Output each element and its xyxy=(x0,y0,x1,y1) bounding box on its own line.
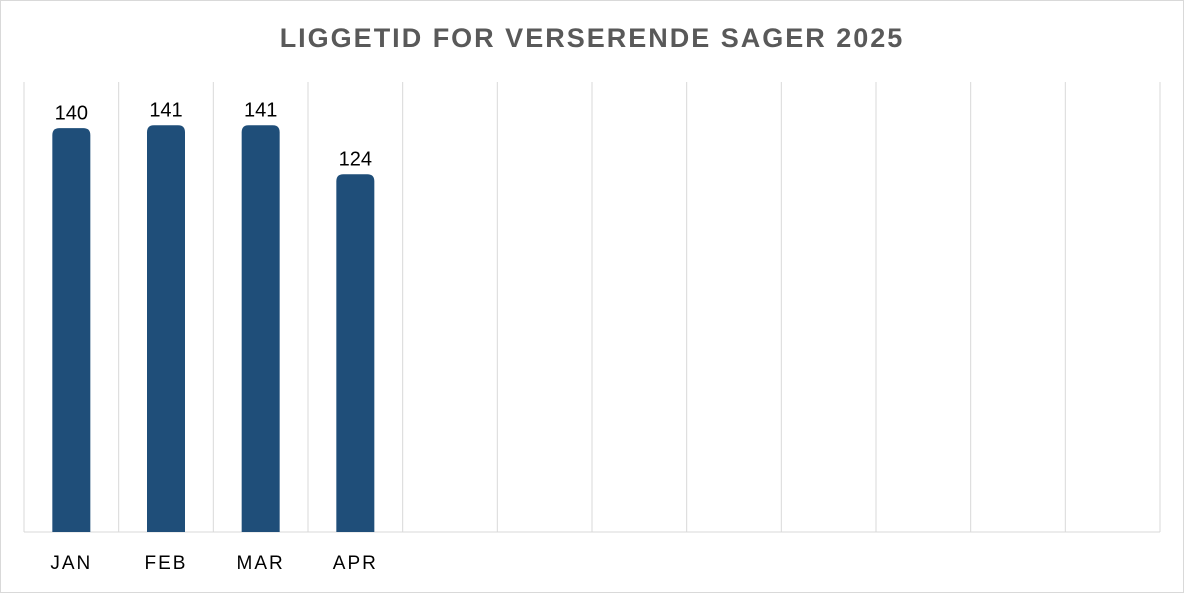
bar xyxy=(147,125,185,533)
x-tick-label: FEB xyxy=(145,553,188,574)
bar xyxy=(336,174,375,533)
data-label: 141 xyxy=(244,100,277,122)
chart-title: LIGGETID FOR VERSERENDE SAGER 2025 xyxy=(280,23,905,53)
x-tick-label: APR xyxy=(333,553,378,574)
x-tick-label: MAR xyxy=(237,553,285,574)
data-label: 124 xyxy=(339,149,372,171)
bar xyxy=(241,125,280,533)
x-tick-label: JAN xyxy=(50,553,92,574)
data-label: 140 xyxy=(55,102,88,124)
data-label: 141 xyxy=(149,100,182,122)
bar xyxy=(52,128,91,532)
